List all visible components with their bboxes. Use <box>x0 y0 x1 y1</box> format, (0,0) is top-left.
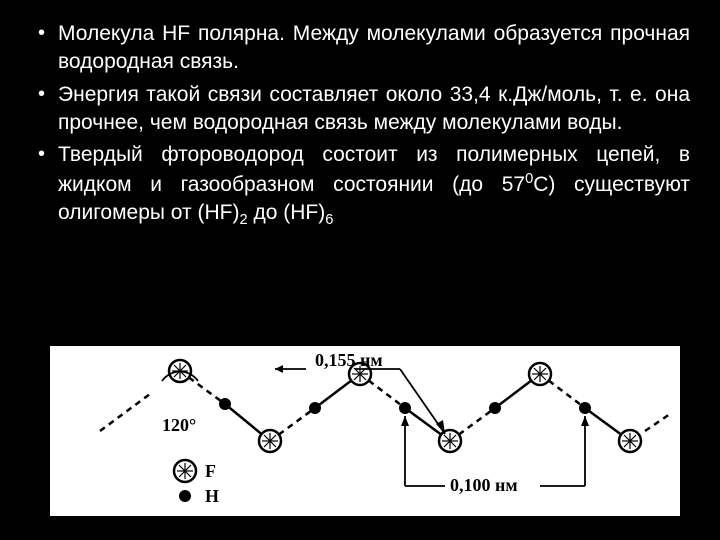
hf-chain-diagram: 0,155 нм 0,100 нм 120° FH <box>50 346 680 516</box>
bullet-item-3: Твердый фтороводород состоит из полимерн… <box>30 141 690 231</box>
svg-text:H: H <box>205 486 219 506</box>
diagram-svg: 0,155 нм 0,100 нм 120° FH <box>50 346 680 516</box>
svg-text:0,155 нм: 0,155 нм <box>315 350 383 370</box>
bullet-item-1: Молекула HF полярна. Между молекулами об… <box>30 20 690 77</box>
svg-text:F: F <box>205 461 216 481</box>
bullet-item-2: Энергия такой связи составляет около 33,… <box>30 81 690 138</box>
bullet-list: Молекула HF полярна. Между молекулами об… <box>30 20 690 231</box>
svg-text:0,100 нм: 0,100 нм <box>450 475 518 495</box>
svg-text:120°: 120° <box>162 415 196 435</box>
